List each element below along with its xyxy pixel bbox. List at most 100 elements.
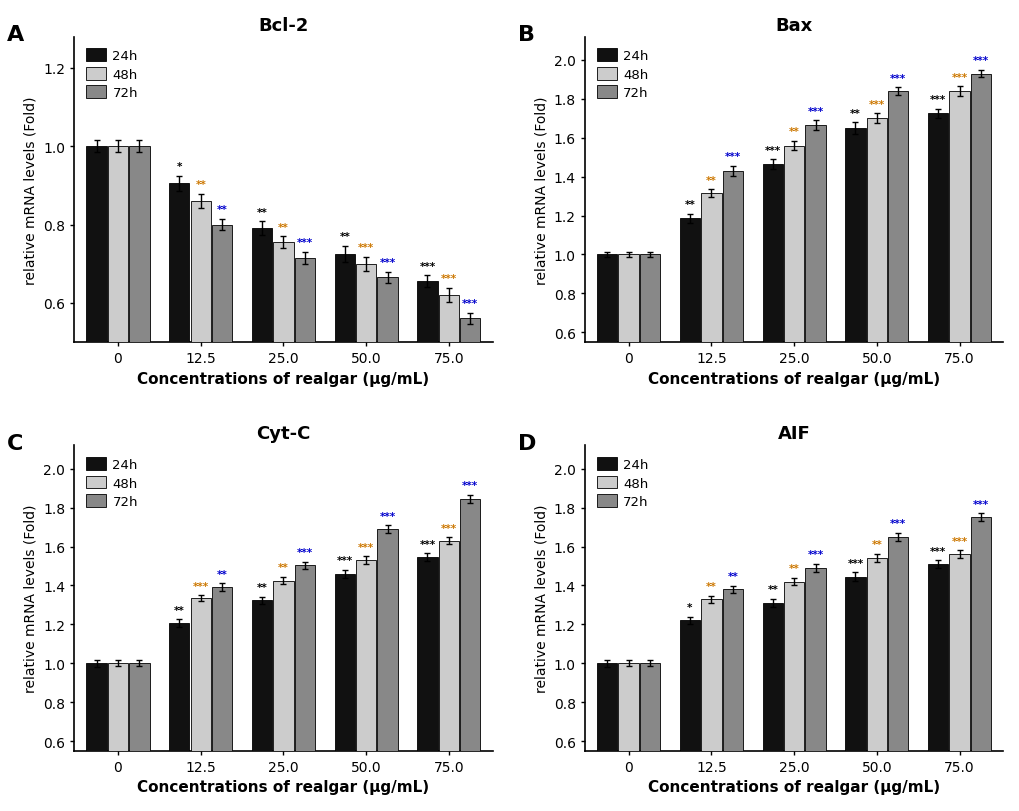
Text: **: ** [257, 582, 267, 592]
Text: ***: *** [725, 152, 740, 162]
Text: **: ** [705, 581, 716, 591]
Bar [273, 242, 293, 538]
Bar [129, 663, 150, 811]
Title: AIF: AIF [776, 425, 810, 443]
Text: ***: *** [929, 95, 946, 105]
Text: ***: *** [929, 546, 946, 556]
Bar [273, 581, 293, 811]
Text: **: ** [278, 563, 288, 573]
Text: **: ** [727, 572, 738, 581]
Text: ***: *** [297, 547, 313, 557]
Bar [356, 264, 376, 538]
Bar [596, 663, 616, 811]
Text: ***: *** [764, 145, 780, 156]
Bar [927, 564, 948, 811]
Text: **: ** [788, 564, 799, 573]
Bar [212, 225, 232, 538]
X-axis label: Concentrations of realgar (μg/mL): Concentrations of realgar (μg/mL) [138, 779, 429, 794]
Bar [845, 577, 865, 811]
Bar [618, 255, 638, 449]
Bar [927, 114, 948, 449]
Bar [596, 255, 616, 449]
Bar [438, 296, 459, 538]
Bar [417, 557, 437, 811]
Bar [805, 569, 824, 811]
Bar [762, 603, 783, 811]
Bar [721, 590, 742, 811]
Text: C: C [7, 434, 23, 453]
Bar [169, 184, 190, 538]
Title: Cyt-C: Cyt-C [256, 425, 310, 443]
Bar [639, 663, 659, 811]
Bar [888, 537, 908, 811]
Text: ***: *** [972, 500, 988, 509]
Legend: 24h, 48h, 72h: 24h, 48h, 72h [81, 44, 143, 105]
Bar [970, 517, 990, 811]
Bar [805, 126, 824, 449]
Text: **: ** [278, 222, 288, 233]
Text: **: ** [173, 605, 184, 615]
X-axis label: Concentrations of realgar (μg/mL): Concentrations of realgar (μg/mL) [647, 779, 940, 794]
Legend: 24h, 48h, 72h: 24h, 48h, 72h [591, 44, 653, 105]
Text: ***: *** [890, 74, 906, 84]
Bar [679, 219, 699, 449]
Text: ***: *** [358, 242, 374, 253]
Title: Bcl-2: Bcl-2 [258, 17, 309, 35]
Bar [356, 560, 376, 811]
Text: **: ** [705, 175, 716, 186]
Title: Bax: Bax [774, 17, 812, 35]
Bar [460, 319, 480, 538]
Text: D: D [518, 434, 536, 453]
Y-axis label: relative mRNA levels (Fold): relative mRNA levels (Fold) [23, 504, 38, 693]
Bar [970, 75, 990, 449]
Text: ***: *** [440, 523, 457, 533]
Bar [252, 230, 272, 538]
Bar [191, 202, 211, 538]
Text: **: ** [766, 585, 777, 594]
Bar [294, 259, 315, 538]
Text: ***: *** [193, 581, 209, 591]
Bar [679, 620, 699, 811]
Bar [334, 255, 355, 538]
Bar [784, 146, 803, 449]
Legend: 24h, 48h, 72h: 24h, 48h, 72h [81, 453, 143, 513]
X-axis label: Concentrations of realgar (μg/mL): Concentrations of realgar (μg/mL) [647, 371, 940, 386]
Bar [888, 92, 908, 449]
Bar [377, 278, 397, 538]
Bar [700, 194, 720, 449]
Bar [700, 599, 720, 811]
Bar [845, 129, 865, 449]
Bar [294, 565, 315, 811]
Text: **: ** [788, 127, 799, 137]
Bar [334, 574, 355, 811]
Text: ***: *** [462, 480, 478, 491]
Text: ***: *** [951, 72, 967, 83]
Y-axis label: relative mRNA levels (Fold): relative mRNA levels (Fold) [534, 504, 547, 693]
Bar [169, 624, 190, 811]
Bar [949, 92, 969, 449]
Bar [460, 500, 480, 811]
Text: ***: *** [807, 550, 822, 560]
Bar [129, 147, 150, 538]
Bar [87, 147, 107, 538]
Text: **: ** [195, 180, 206, 190]
Text: ***: *** [462, 298, 478, 309]
Text: ***: *** [419, 539, 435, 549]
Bar [377, 530, 397, 811]
Bar [438, 541, 459, 811]
Bar [949, 555, 969, 811]
Bar [866, 559, 887, 811]
Bar [639, 255, 659, 449]
Bar [108, 663, 128, 811]
Text: ***: *** [868, 100, 884, 109]
Text: **: ** [684, 200, 695, 210]
Text: ***: *** [379, 511, 395, 521]
Bar [191, 599, 211, 811]
Text: **: ** [870, 539, 881, 550]
Y-axis label: relative mRNA levels (Fold): relative mRNA levels (Fold) [23, 96, 38, 284]
Text: ***: *** [951, 536, 967, 546]
Text: **: ** [257, 208, 267, 217]
Text: ***: *** [972, 56, 988, 66]
Bar [762, 165, 783, 449]
Text: A: A [7, 25, 24, 45]
